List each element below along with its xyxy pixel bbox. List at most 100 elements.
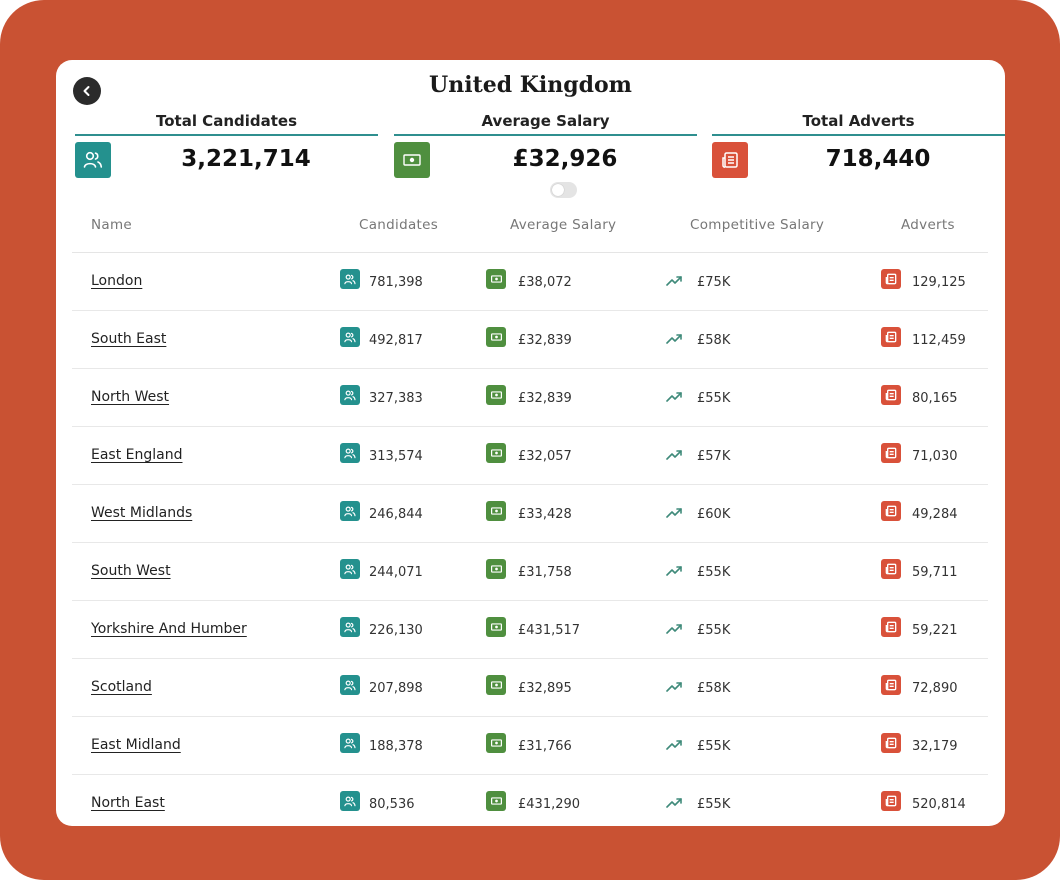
region-link[interactable]: Yorkshire And Humber	[91, 621, 247, 637]
trending-up-icon	[666, 624, 682, 634]
competitive-salary-value: £55K	[697, 623, 731, 638]
table-row: West Midlands 246,844 £33,428 £60K	[72, 485, 988, 543]
people-icon	[340, 559, 360, 579]
stat-label: Average Salary	[394, 112, 697, 136]
competitive-salary-value: £55K	[697, 797, 731, 812]
people-icon	[340, 269, 360, 289]
average-salary-value: £431,517	[518, 623, 581, 638]
candidates-value: 80,536	[369, 797, 415, 812]
average-salary-value: £31,766	[518, 739, 572, 754]
trending-up-icon	[666, 566, 682, 576]
average-salary-value: £32,895	[518, 681, 572, 696]
money-icon	[486, 733, 506, 753]
table-row: South East 492,817 £32,839 £58K	[72, 311, 988, 369]
region-link[interactable]: South East	[91, 331, 167, 347]
col-header-name[interactable]: Name	[91, 217, 133, 233]
competitive-salary-value: £55K	[697, 391, 731, 406]
table-row: North East 80,536 £431,290 £55K	[72, 775, 988, 826]
table-header: Name Candidates Average Salary Competiti…	[72, 210, 988, 253]
adverts-value: 49,284	[912, 507, 958, 522]
average-salary-value: £32,839	[518, 391, 572, 406]
adverts-value: 520,814	[912, 797, 966, 812]
trending-up-icon	[666, 450, 682, 460]
competitive-salary-value: £58K	[697, 681, 731, 696]
trending-up-icon	[666, 392, 682, 402]
col-header-candidates[interactable]: Candidates	[359, 217, 439, 233]
region-link[interactable]: North East	[91, 795, 165, 811]
table-row: North West 327,383 £32,839 £55K	[72, 369, 988, 427]
region-card: United Kingdom Total Candidates 3,221,71…	[56, 60, 1005, 826]
money-icon	[486, 791, 506, 811]
table-row: East England 313,574 £32,057 £57K	[72, 427, 988, 485]
trending-up-icon	[666, 798, 682, 808]
newspaper-icon	[881, 733, 901, 753]
money-icon	[486, 443, 506, 463]
stat-value: 3,221,714	[181, 146, 311, 172]
newspaper-icon	[881, 443, 901, 463]
newspaper-icon	[881, 791, 901, 811]
newspaper-icon	[881, 617, 901, 637]
candidates-value: 327,383	[369, 391, 423, 406]
col-header-average-salary[interactable]: Average Salary	[510, 217, 617, 233]
money-icon	[486, 501, 506, 521]
competitive-salary-value: £58K	[697, 333, 731, 348]
people-icon	[340, 501, 360, 521]
average-salary-value: £32,839	[518, 333, 572, 348]
region-link[interactable]: London	[91, 273, 143, 289]
trending-up-icon	[666, 740, 682, 750]
table-row: South West 244,071 £31,758 £55K	[72, 543, 988, 601]
average-salary-value: £32,057	[518, 449, 572, 464]
salary-toggle[interactable]	[550, 182, 577, 198]
table-row: London 781,398 £38,072 £75K	[72, 253, 988, 311]
region-link[interactable]: Scotland	[91, 679, 152, 695]
money-icon	[486, 675, 506, 695]
newspaper-icon	[712, 142, 748, 178]
region-link[interactable]: South West	[91, 563, 171, 579]
candidates-value: 492,817	[369, 333, 423, 348]
trending-up-icon	[666, 682, 682, 692]
average-salary-value: £31,758	[518, 565, 572, 580]
competitive-salary-value: £55K	[697, 739, 731, 754]
competitive-salary-value: £57K	[697, 449, 731, 464]
region-link[interactable]: East England	[91, 447, 183, 463]
trending-up-icon	[666, 276, 682, 286]
newspaper-icon	[881, 327, 901, 347]
average-salary-value: £431,290	[518, 797, 581, 812]
stat-value: £32,926	[512, 146, 618, 172]
candidates-value: 188,378	[369, 739, 423, 754]
stat-total-adverts: Total Adverts 718,440	[711, 112, 1005, 202]
region-link[interactable]: West Midlands	[91, 505, 193, 521]
region-link[interactable]: East Midland	[91, 737, 181, 753]
trending-up-icon	[666, 508, 682, 518]
adverts-value: 32,179	[912, 739, 958, 754]
money-icon	[486, 559, 506, 579]
candidates-value: 246,844	[369, 507, 423, 522]
adverts-value: 59,711	[912, 565, 958, 580]
average-salary-value: £38,072	[518, 275, 572, 290]
stat-label: Total Candidates	[75, 112, 378, 136]
people-icon	[340, 385, 360, 405]
adverts-value: 112,459	[912, 333, 966, 348]
people-icon	[340, 675, 360, 695]
people-icon	[340, 443, 360, 463]
stat-value: 718,440	[825, 146, 931, 172]
people-icon	[75, 142, 111, 178]
col-header-adverts[interactable]: Adverts	[901, 217, 955, 233]
money-icon	[486, 327, 506, 347]
money-icon	[486, 269, 506, 289]
money-icon	[486, 385, 506, 405]
back-button[interactable]	[73, 77, 101, 105]
newspaper-icon	[881, 675, 901, 695]
candidates-value: 226,130	[369, 623, 423, 638]
table-body: London 781,398 £38,072 £75K	[72, 253, 988, 826]
col-header-competitive-salary[interactable]: Competitive Salary	[690, 217, 825, 233]
average-salary-value: £33,428	[518, 507, 572, 522]
table-row: Scotland 207,898 £32,895 £58K	[72, 659, 988, 717]
stat-label: Total Adverts	[712, 112, 1005, 136]
money-icon	[394, 142, 430, 178]
competitive-salary-value: £60K	[697, 507, 731, 522]
candidates-value: 207,898	[369, 681, 423, 696]
people-icon	[340, 617, 360, 637]
region-link[interactable]: North West	[91, 389, 170, 405]
people-icon	[340, 327, 360, 347]
